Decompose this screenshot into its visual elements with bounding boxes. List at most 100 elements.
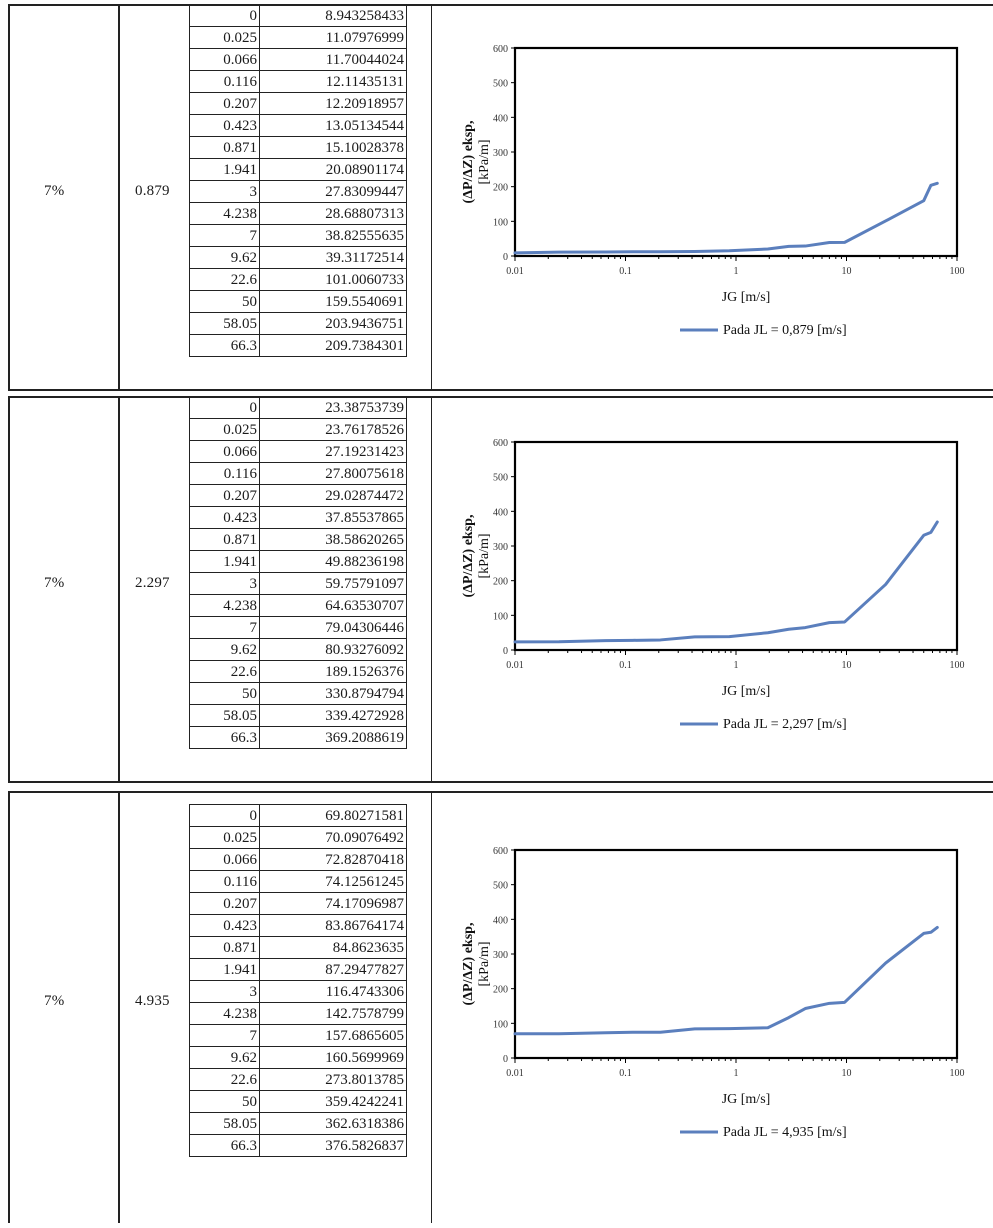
data-table: 0 8.943258433 0.025 11.07976999 0.066 11.7004…	[189, 4, 407, 357]
y-tick-label: 200	[493, 985, 508, 996]
pressure-drop-cell: 83.86764174	[259, 914, 407, 937]
pressure-drop-cell: 23.76178526	[259, 418, 407, 441]
pressure-drop-cell: 376.5826837	[259, 1134, 407, 1157]
pressure-drop-cell: 116.4743306	[259, 980, 407, 1003]
pressure-drop-cell: 79.04306446	[259, 616, 407, 639]
x-tick-label: 1	[734, 660, 739, 671]
x-axis-title: JG [m/s]	[722, 1092, 771, 1107]
data-block: 7% 2.297	[8, 396, 993, 783]
y-tick-label: 300	[493, 950, 508, 961]
y-tick-label: 500	[493, 79, 508, 90]
table-row: 7 79.04306446	[189, 616, 407, 639]
legend-label: Pada JL = 0,879 [m/s]	[723, 323, 847, 338]
table-row: 0 8.943258433	[189, 4, 407, 27]
column-divider	[8, 791, 10, 1223]
y-axis-title: (ΔP/ΔZ) eksp, [kPa/m]	[461, 923, 492, 1006]
table-row: 58.05 339.4272928	[189, 704, 407, 727]
jg-cell: 0.116	[189, 70, 260, 93]
table-row: 9.62 39.31172514	[189, 246, 407, 269]
table-row: 58.05 203.9436751	[189, 312, 407, 335]
series-line	[513, 925, 939, 1036]
jg-cell: 66.3	[189, 726, 260, 749]
jg-cell: 9.62	[189, 638, 260, 661]
jg-cell: 4.238	[189, 1002, 260, 1025]
y-axis-title-line: [kPa/m]	[477, 533, 492, 578]
table-row: 22.6 273.8013785	[189, 1068, 407, 1091]
column-divider	[8, 4, 10, 390]
pressure-drop-cell: 39.31172514	[259, 246, 407, 269]
pressure-drop-cell: 84.8623635	[259, 936, 407, 959]
jg-cell: 0	[189, 396, 260, 419]
pressure-drop-cell: 27.83099447	[259, 180, 407, 203]
table-row: 0 23.38753739	[189, 396, 407, 419]
x-tick-label: 100	[950, 1068, 965, 1079]
jg-cell: 1.941	[189, 158, 260, 181]
pressure-drop-cell: 64.63530707	[259, 594, 407, 617]
pressure-drop-cell: 11.07976999	[259, 26, 407, 49]
table-row: 0.423 37.85537865	[189, 506, 407, 529]
y-tick-label: 400	[493, 113, 508, 124]
table-row: 9.62 80.93276092	[189, 638, 407, 661]
column-divider	[118, 4, 120, 390]
table-row: 0.116 12.11435131	[189, 70, 407, 93]
y-axis-title: (ΔP/ΔZ) eksp, [kPa/m]	[461, 515, 492, 598]
pressure-drop-cell: 74.12561245	[259, 870, 407, 893]
jg-cell: 4.238	[189, 202, 260, 225]
table-row: 0.116 74.12561245	[189, 870, 407, 893]
jg-cell: 0	[189, 804, 260, 827]
table-row: 3 27.83099447	[189, 180, 407, 203]
table-row: 1.941 20.08901174	[189, 158, 407, 181]
y-tick-label: 0	[503, 252, 508, 263]
y-tick-label: 300	[493, 542, 508, 553]
column-divider	[8, 396, 10, 782]
jg-cell: 1.941	[189, 550, 260, 573]
fraction-value: 7%	[44, 993, 65, 1009]
x-tick-label: 0.1	[619, 266, 632, 277]
table-row: 7 38.82555635	[189, 224, 407, 247]
jg-cell: 0.423	[189, 506, 260, 529]
table-row: 0.066 11.70044024	[189, 48, 407, 71]
pressure-drop-cell: 38.82555635	[259, 224, 407, 247]
jg-cell: 0.871	[189, 528, 260, 551]
x-tick-label: 0.01	[506, 266, 524, 277]
table-row: 0.871 15.10028378	[189, 136, 407, 159]
jg-cell: 66.3	[189, 334, 260, 357]
x-tick-label: 1	[734, 266, 739, 277]
pressure-drop-cell: 49.88236198	[259, 550, 407, 573]
x-tick-label: 0.01	[506, 1068, 524, 1079]
table-row: 0.871 84.8623635	[189, 936, 407, 959]
pressure-drop-cell: 80.93276092	[259, 638, 407, 661]
pressure-drop-cell: 38.58620265	[259, 528, 407, 551]
pressure-drop-cell: 157.6865605	[259, 1024, 407, 1047]
x-tick-label: 100	[950, 266, 965, 277]
legend-label: Pada JL = 2,297 [m/s]	[723, 717, 847, 732]
jg-cell: 4.238	[189, 594, 260, 617]
y-tick-label: 400	[493, 507, 508, 518]
pressure-drop-cell: 189.1526376	[259, 660, 407, 683]
table-row: 0.423 83.86764174	[189, 914, 407, 937]
pressure-drop-cell: 23.38753739	[259, 396, 407, 419]
data-block: 7% 0.879	[8, 4, 993, 391]
table-row: 22.6 101.0060733	[189, 268, 407, 291]
y-tick-label: 200	[493, 577, 508, 588]
jg-cell: 7	[189, 616, 260, 639]
table-row: 1.941 87.29477827	[189, 958, 407, 981]
jg-cell: 0.207	[189, 484, 260, 507]
pressure-drop-cell: 87.29477827	[259, 958, 407, 981]
pressure-drop-cell: 142.7578799	[259, 1002, 407, 1025]
x-axis-title: JG [m/s]	[722, 290, 771, 305]
y-tick-label: 100	[493, 217, 508, 228]
jg-cell: 50	[189, 1090, 260, 1113]
pressure-drop-cell: 13.05134544	[259, 114, 407, 137]
table-row: 0.207 29.02874472	[189, 484, 407, 507]
y-tick-label: 200	[493, 183, 508, 194]
x-tick-label: 100	[950, 660, 965, 671]
plot-frame	[513, 440, 959, 652]
block-top-border	[8, 396, 993, 398]
plot-frame	[513, 46, 959, 258]
jg-cell: 0.025	[189, 418, 260, 441]
pressure-drop-chart: 0 100 200 300 400 500 600 0.01 0.1 1 10 100 JG [m/s]…	[461, 438, 965, 732]
block-top-border	[8, 791, 993, 793]
pressure-drop-cell: 273.8013785	[259, 1068, 407, 1091]
table-row: 7 157.6865605	[189, 1024, 407, 1047]
